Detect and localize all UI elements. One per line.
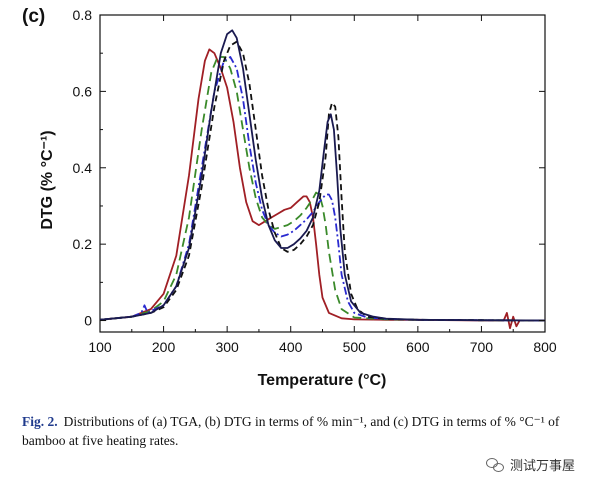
x-tick-label: 300 (215, 339, 239, 355)
y-tick-label: 0.8 (73, 7, 93, 23)
x-tick-label: 100 (88, 339, 112, 355)
y-tick-label: 0.6 (73, 83, 93, 99)
y-axis-label: DTG (% °C⁻¹) (39, 130, 56, 229)
series-line-5 (99, 29, 546, 322)
x-tick-label: 700 (470, 339, 494, 355)
x-tick-label: 400 (279, 339, 303, 355)
x-axis-label: Temperature (°C) (258, 372, 387, 389)
y-tick-label: 0 (84, 313, 92, 329)
x-tick-label: 600 (406, 339, 430, 355)
series-layer (99, 29, 546, 330)
dtg-chart: 100 200 300 400 500 600 700 800 0 0.2 0.4 0.6 0.8 Te… (39, 7, 557, 389)
series-line-1 (99, 48, 545, 330)
series-line-4 (99, 40, 546, 322)
series-line-2 (99, 56, 546, 322)
wechat-icon (485, 457, 504, 472)
y-tick-label: 0.2 (73, 236, 93, 252)
watermark-text: 测试万事屋 (509, 459, 575, 474)
caption-label: Fig. 2. (22, 414, 58, 429)
caption-text: Distributions of (a) TGA, (b) DTG in ter… (22, 414, 560, 448)
y-tick-label: 0.4 (73, 160, 93, 176)
panel-label: (c) (22, 6, 46, 27)
figure-caption: Fig. 2. Distributions of (a) TGA, (b) DTG… (22, 412, 582, 450)
ticks-layer: 100 200 300 400 500 600 700 800 0 0.2 0.4 0.6 0.8 (73, 7, 557, 355)
x-tick-label: 200 (152, 339, 176, 355)
series-line-3 (99, 56, 546, 322)
x-tick-label: 800 (533, 339, 557, 355)
x-tick-label: 500 (343, 339, 367, 355)
watermark: 测试万事屋 (485, 455, 575, 474)
